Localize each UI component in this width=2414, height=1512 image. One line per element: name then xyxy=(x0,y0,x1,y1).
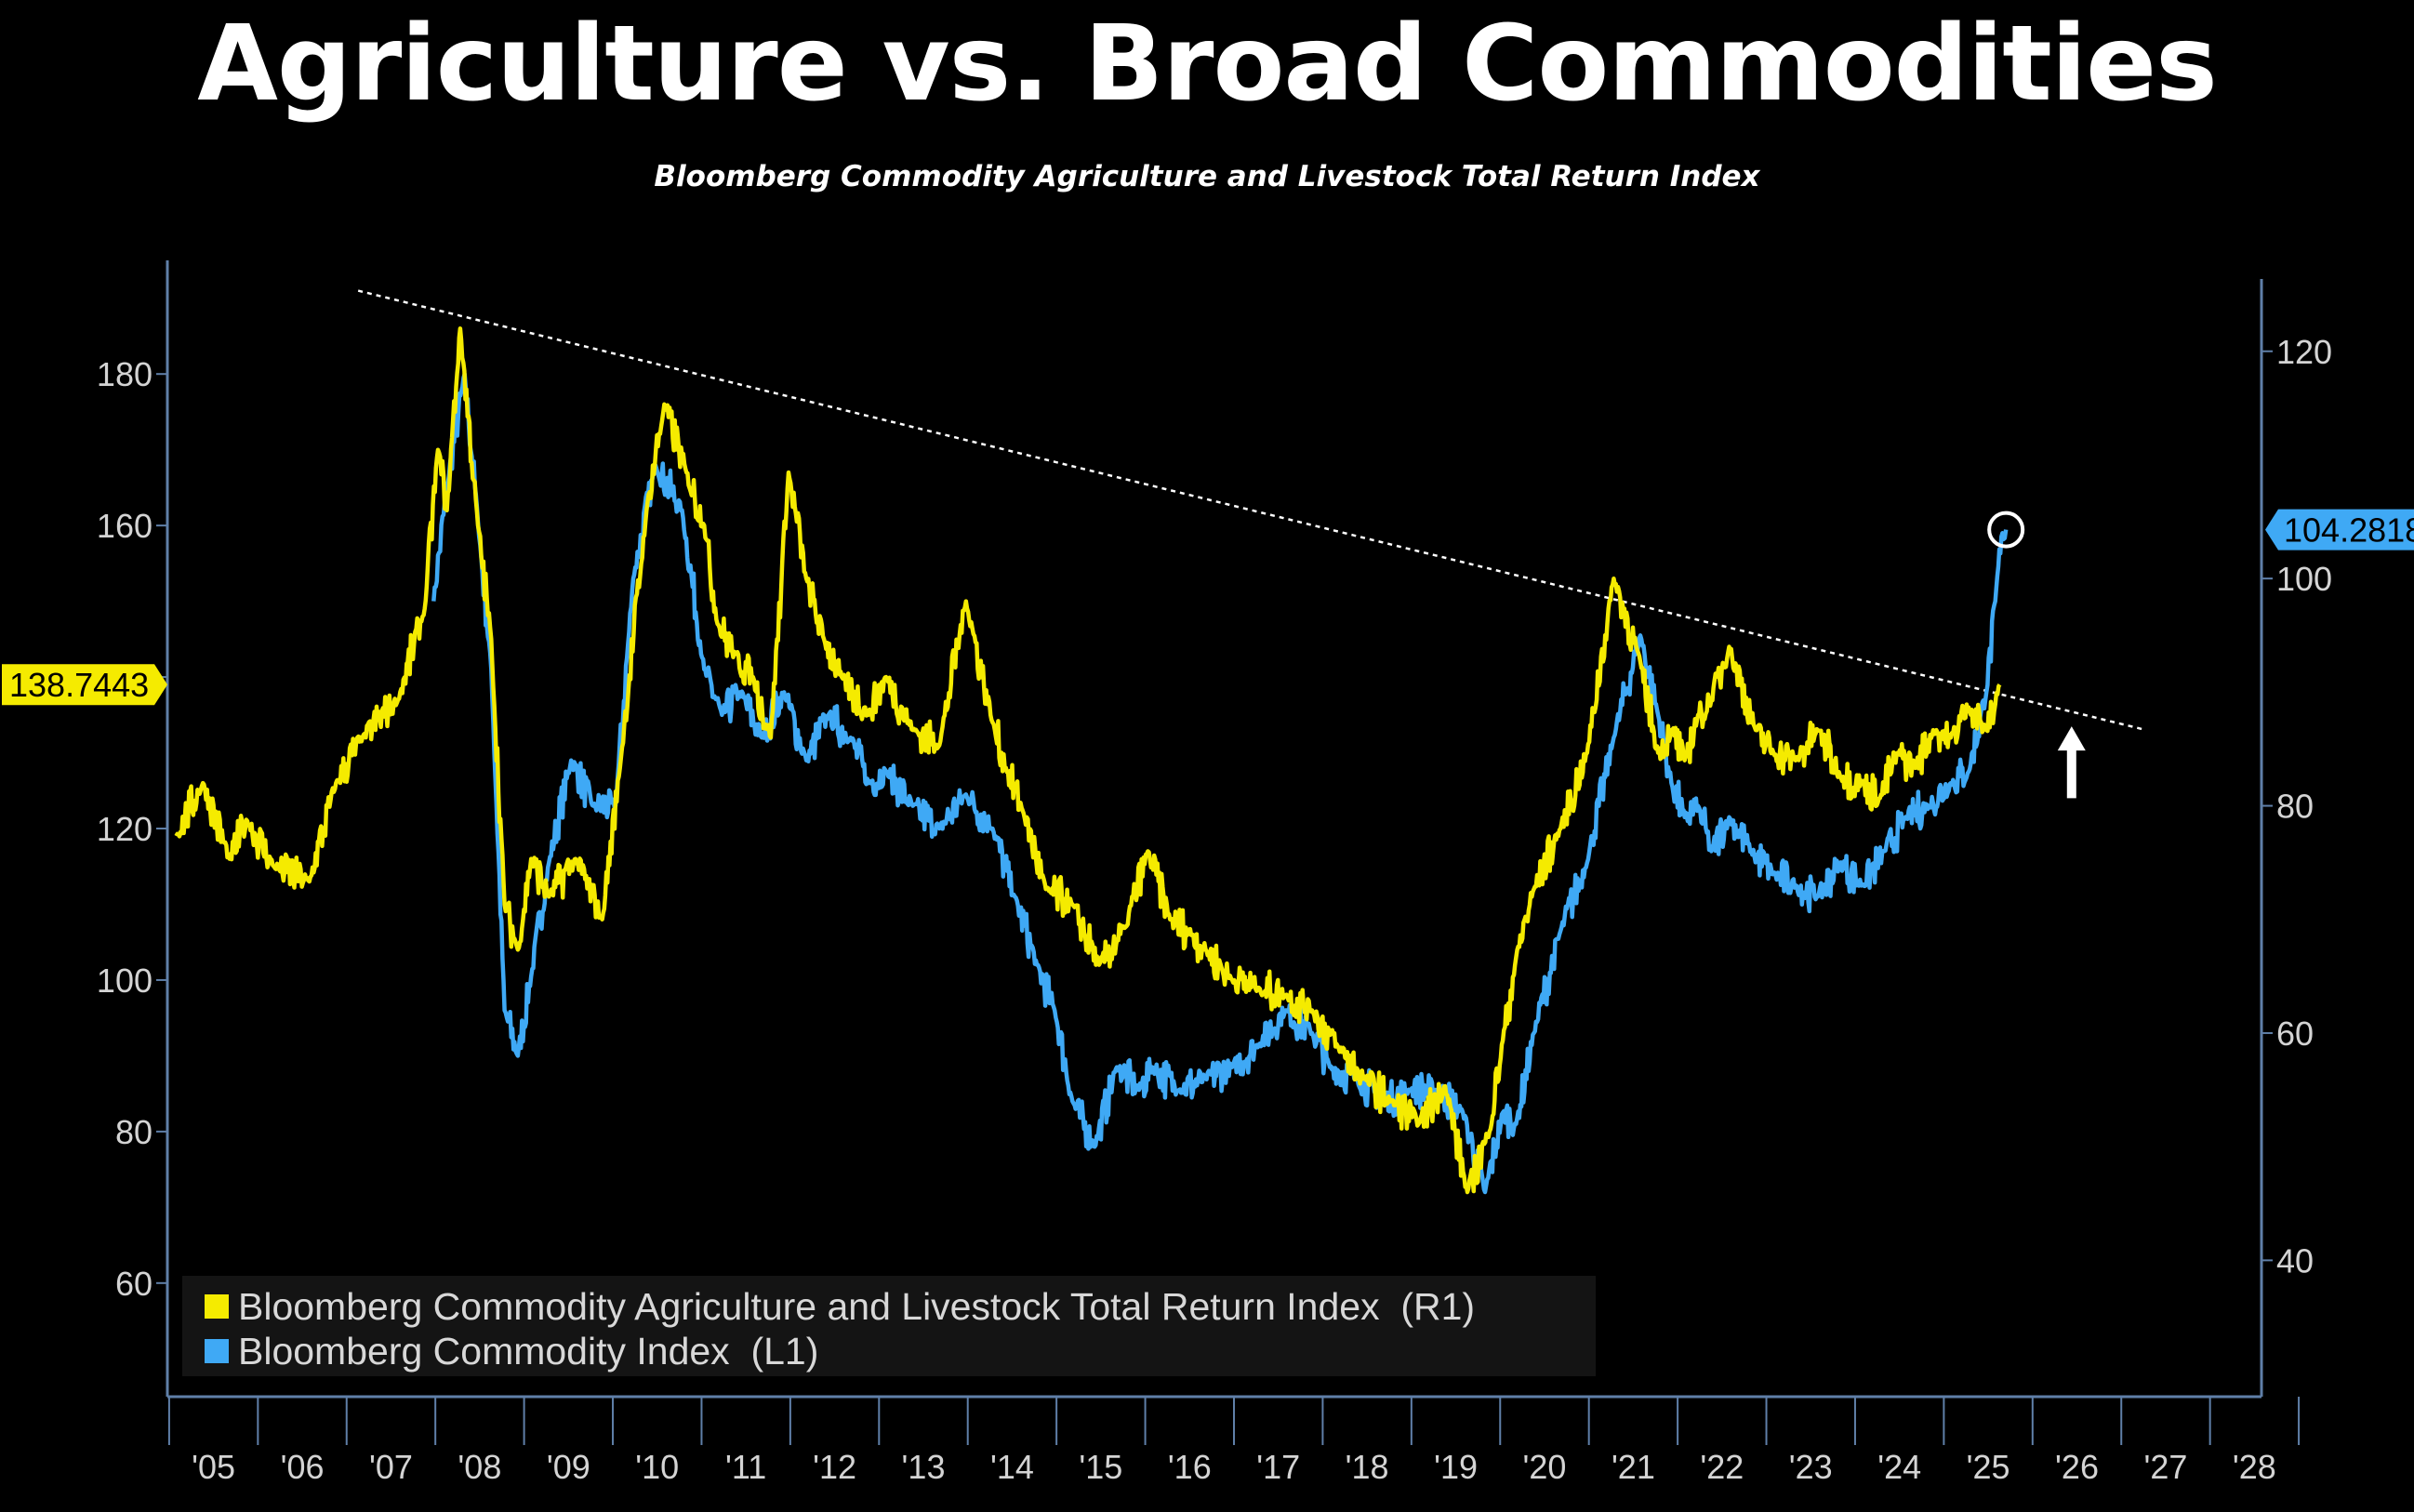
last-value-tag-commodity-label: 104.2818 xyxy=(2284,511,2414,550)
x-tick-label: '05 xyxy=(192,1448,235,1486)
x-tick-label: '07 xyxy=(369,1448,413,1486)
chart-subtitle: Bloomberg Commodity Agriculture and Live… xyxy=(654,160,1760,193)
x-tick-label: '11 xyxy=(725,1448,766,1486)
series-line-agriculture xyxy=(174,326,2002,1195)
value-tags: 138.7443 104.2818 xyxy=(2,509,2414,706)
left-y-tick-label: 120 xyxy=(97,810,153,848)
x-tick-label: '23 xyxy=(1789,1448,1833,1486)
x-tick-label: '18 xyxy=(1346,1448,1389,1486)
last-value-tag-commodity: 104.2818 xyxy=(2265,509,2414,550)
legend-swatch-commodity xyxy=(205,1339,229,1363)
right-y-tick-label: 120 xyxy=(2276,333,2332,371)
x-tick-label: '20 xyxy=(1523,1448,1567,1486)
x-tick-label: '12 xyxy=(813,1448,856,1486)
x-tick-label: '06 xyxy=(281,1448,325,1486)
x-tick-label: '08 xyxy=(458,1448,501,1486)
legend-label-agriculture: Bloomberg Commodity Agriculture and Live… xyxy=(238,1285,1475,1328)
right-y-tick-label: 40 xyxy=(2276,1241,2314,1280)
left-y-tick-label: 160 xyxy=(97,507,153,545)
x-tick-label: '25 xyxy=(1967,1448,2010,1486)
left-y-tick-label: 180 xyxy=(97,355,153,393)
x-tick-label: '27 xyxy=(2143,1448,2187,1486)
right-y-tick-label: 60 xyxy=(2276,1015,2314,1053)
series-lines xyxy=(174,326,2009,1195)
right-y-axis: 40 60 80 100 120 xyxy=(2261,333,2332,1280)
x-tick-label: '15 xyxy=(1079,1448,1122,1486)
right-y-tick-label: 100 xyxy=(2276,560,2332,598)
left-y-tick-label: 60 xyxy=(115,1265,153,1303)
x-tick-label: '17 xyxy=(1256,1448,1300,1486)
legend-swatch-agriculture xyxy=(205,1294,229,1319)
highlight-circle xyxy=(1987,511,2025,549)
x-tick-label: '22 xyxy=(1700,1448,1744,1486)
left-y-axis: 6080100120140160180 xyxy=(97,355,167,1303)
x-tick-label: '13 xyxy=(902,1448,946,1486)
right-y-tick-label: 80 xyxy=(2276,788,2314,826)
chart-title: Agriculture vs. Broad Commodities xyxy=(197,4,2218,125)
legend: Bloomberg Commodity Agriculture and Live… xyxy=(182,1276,1596,1376)
left-y-tick-label: 80 xyxy=(115,1113,153,1151)
x-tick-label: '10 xyxy=(635,1448,679,1486)
x-tick-label: '24 xyxy=(1877,1448,1921,1486)
x-tick-label: '09 xyxy=(547,1448,590,1486)
x-tick-label: '19 xyxy=(1434,1448,1478,1486)
left-y-tick-label: 100 xyxy=(97,962,153,1000)
axes xyxy=(166,260,2263,1399)
arrow-head xyxy=(2057,726,2086,751)
series-line-commodity xyxy=(431,371,2009,1195)
x-tick-label: '28 xyxy=(2233,1448,2276,1486)
last-value-tag-commodity-shape xyxy=(2265,509,2414,550)
x-tick-label: '26 xyxy=(2055,1448,2099,1486)
last-value-tag-agriculture-shape xyxy=(2,664,167,706)
last-value-tag-agriculture-label: 138.7443 xyxy=(9,666,149,704)
x-tick-label: '16 xyxy=(1168,1448,1212,1486)
up-arrow-icon xyxy=(2057,726,2086,799)
x-tick-label: '21 xyxy=(1612,1448,1655,1486)
last-value-tag-agriculture: 138.7443 xyxy=(2,664,167,706)
legend-label-commodity: Bloomberg Commodity Index (L1) xyxy=(238,1330,818,1373)
x-tick-label: '14 xyxy=(990,1448,1034,1486)
legend-background xyxy=(182,1276,1596,1376)
x-axis: '05 '06 '07 '08 '09 '10 '11 '12 '13 '14 '15 '16 '17 '… xyxy=(167,1397,2301,1486)
